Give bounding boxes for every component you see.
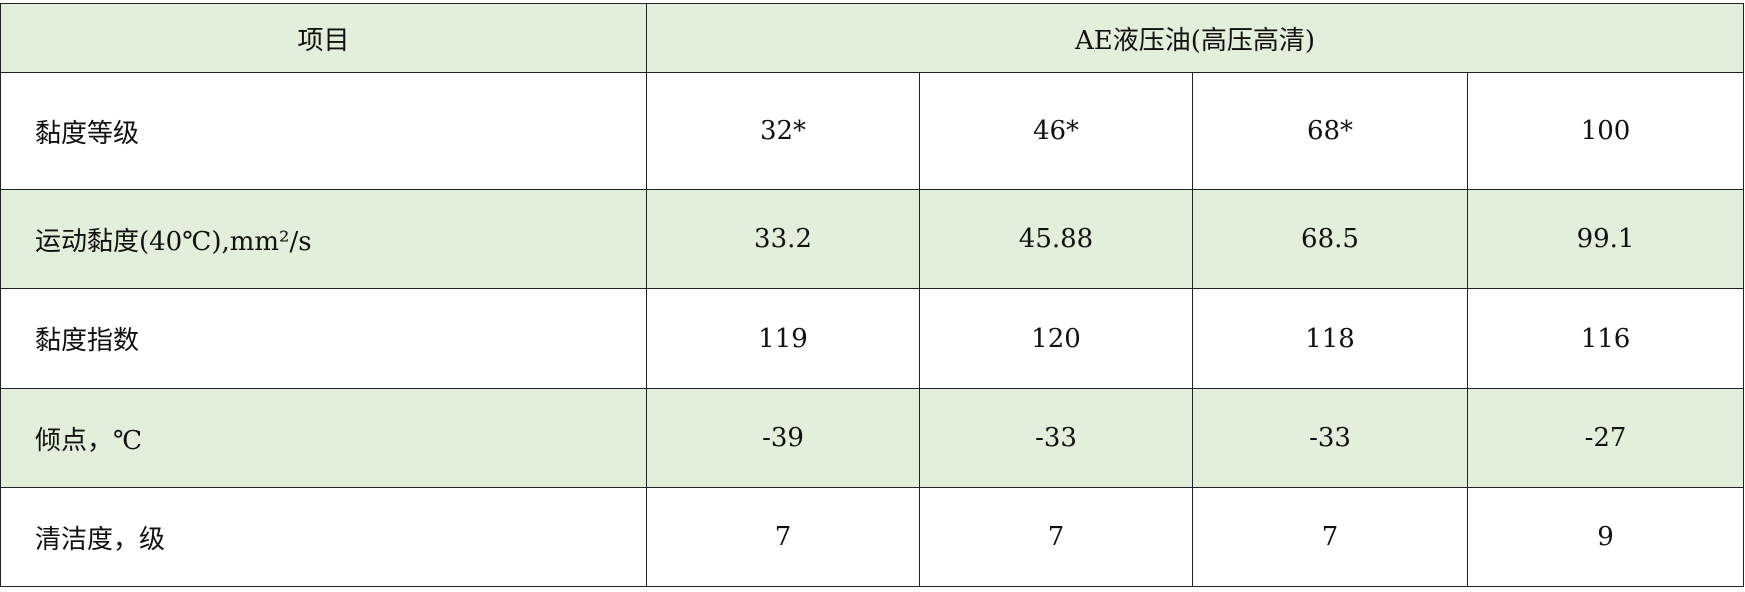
cell: 7 xyxy=(646,487,920,587)
table-row: 倾点，℃ -39 -33 -33 -27 xyxy=(0,388,1745,488)
cell: 7 xyxy=(919,487,1193,587)
table-row: 运动黏度(40℃),mm²/s 33.2 45.88 68.5 99.1 xyxy=(0,189,1745,289)
cell: 100 xyxy=(1466,72,1745,190)
cell: 119 xyxy=(646,288,920,389)
row-label: 黏度等级 xyxy=(0,72,647,190)
cell: 68.5 xyxy=(1192,189,1468,289)
cell: -39 xyxy=(646,388,920,488)
cell: -33 xyxy=(919,388,1193,488)
header-item: 项目 xyxy=(0,3,647,73)
cell: 7 xyxy=(1192,487,1468,587)
table-row: 黏度指数 119 120 118 116 xyxy=(0,288,1745,389)
cell: 9 xyxy=(1466,487,1745,587)
cell: -33 xyxy=(1192,388,1468,488)
cell: 120 xyxy=(919,288,1193,389)
cell: 32* xyxy=(646,72,920,190)
table-row: 黏度等级 32* 46* 68* 100 xyxy=(0,72,1745,190)
cell: -27 xyxy=(1466,388,1745,488)
header-row: 项目 AE液压油(高压高清) xyxy=(0,3,1745,73)
cell: 118 xyxy=(1192,288,1468,389)
cell: 68* xyxy=(1192,72,1468,190)
cell: 33.2 xyxy=(646,189,920,289)
header-product: AE液压油(高压高清) xyxy=(645,3,1745,73)
cell: 116 xyxy=(1466,288,1745,389)
row-label: 倾点，℃ xyxy=(0,388,647,488)
table-row: 清洁度，级 7 7 7 9 xyxy=(0,487,1745,587)
row-label: 运动黏度(40℃),mm²/s xyxy=(0,189,647,289)
cell: 45.88 xyxy=(919,189,1193,289)
row-label: 清洁度，级 xyxy=(0,487,647,587)
row-label: 黏度指数 xyxy=(0,288,647,389)
cell: 99.1 xyxy=(1466,189,1745,289)
spec-table: 项目 AE液压油(高压高清) 黏度等级 32* 46* 68* 100 运动黏度… xyxy=(0,3,1745,587)
cell: 46* xyxy=(919,72,1193,190)
